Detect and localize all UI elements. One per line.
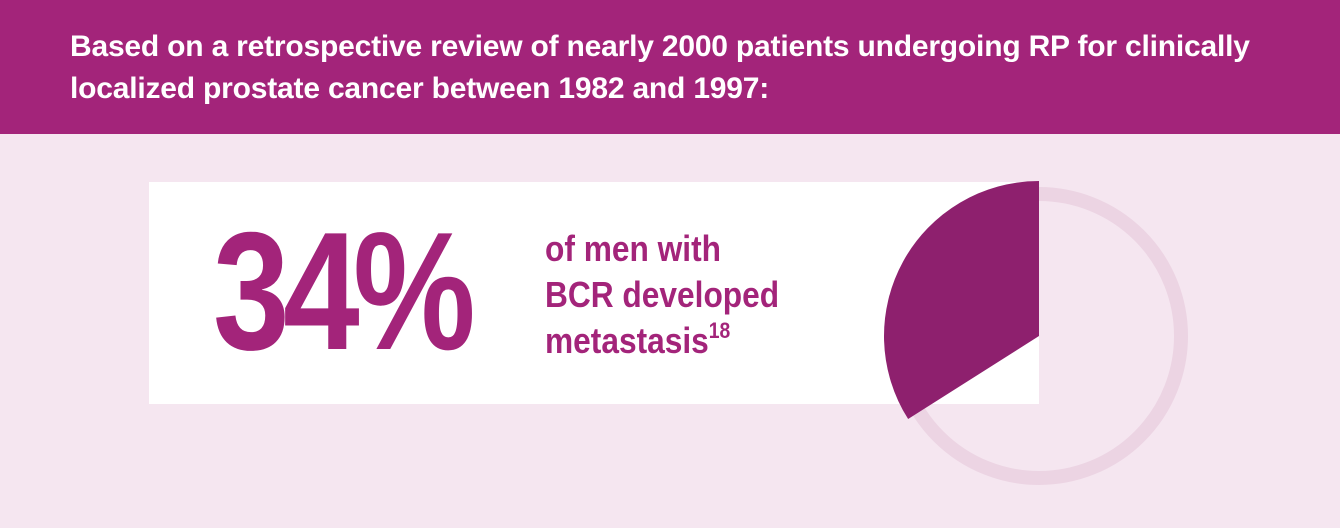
caption-line-1: of men with bbox=[545, 228, 721, 269]
stat-percent: 34% bbox=[213, 197, 476, 385]
caption-line-2: BCR developed bbox=[545, 274, 780, 315]
header-banner: Based on a retrospective review of nearl… bbox=[0, 0, 1340, 134]
caption-line-3: metastasis18 bbox=[545, 318, 779, 364]
pie-graphic bbox=[884, 181, 1188, 485]
reference-superscript: 18 bbox=[708, 318, 731, 343]
caption-line-3-text: metastasis bbox=[545, 320, 709, 361]
pie-slice bbox=[884, 181, 1039, 420]
header-text: Based on a retrospective review of nearl… bbox=[70, 30, 1250, 105]
stat-caption: of men with BCR developed metastasis18 bbox=[545, 226, 779, 364]
